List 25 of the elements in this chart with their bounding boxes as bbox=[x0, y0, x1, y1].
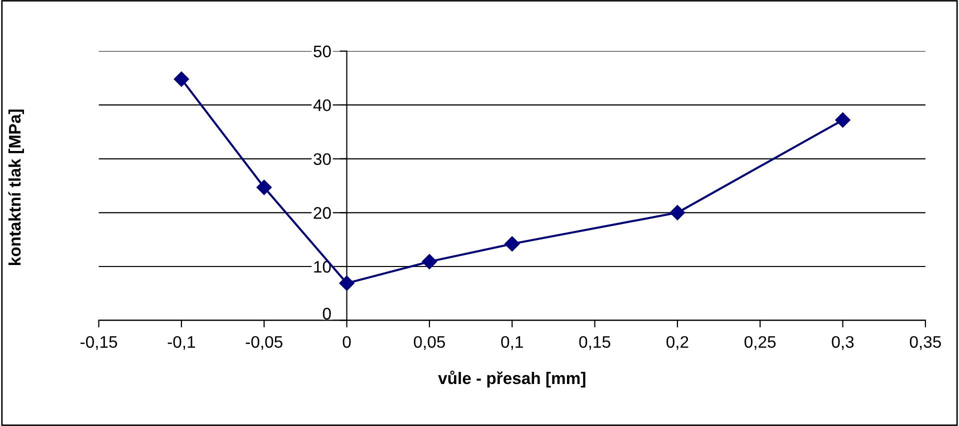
x-tick-label: -0,1 bbox=[168, 336, 195, 350]
x-tick-label: 0,2 bbox=[666, 336, 688, 350]
x-tick-label: 0,25 bbox=[744, 336, 776, 350]
x-tick-label: 0,05 bbox=[414, 336, 445, 350]
y-tick-label: 30 bbox=[314, 153, 331, 166]
point bbox=[670, 205, 686, 220]
y-tick-label: 40 bbox=[313, 99, 331, 112]
x-tick-label: -0,15 bbox=[80, 336, 118, 350]
y-axis-title: kontaktní tlak [MPa] bbox=[8, 110, 24, 265]
x-tick-label: 0,35 bbox=[910, 336, 941, 350]
point bbox=[504, 236, 520, 252]
x-tick-label: 0,15 bbox=[579, 336, 610, 350]
point bbox=[422, 254, 438, 270]
x-tick-label: 0,1 bbox=[501, 336, 523, 350]
y-tick-label: 0 bbox=[322, 308, 331, 320]
x-tick-label: 0 bbox=[342, 336, 351, 348]
x-axis-title: vůle - přesah [mm] bbox=[438, 370, 586, 388]
point bbox=[256, 180, 272, 195]
point bbox=[174, 72, 190, 87]
x-tick-label: -0,05 bbox=[246, 336, 282, 350]
y-tick-label: 50 bbox=[314, 46, 331, 58]
point bbox=[339, 276, 354, 291]
y-tick-label: 20 bbox=[314, 207, 331, 219]
x-tick-label: 0,3 bbox=[832, 336, 854, 350]
point bbox=[835, 112, 850, 128]
